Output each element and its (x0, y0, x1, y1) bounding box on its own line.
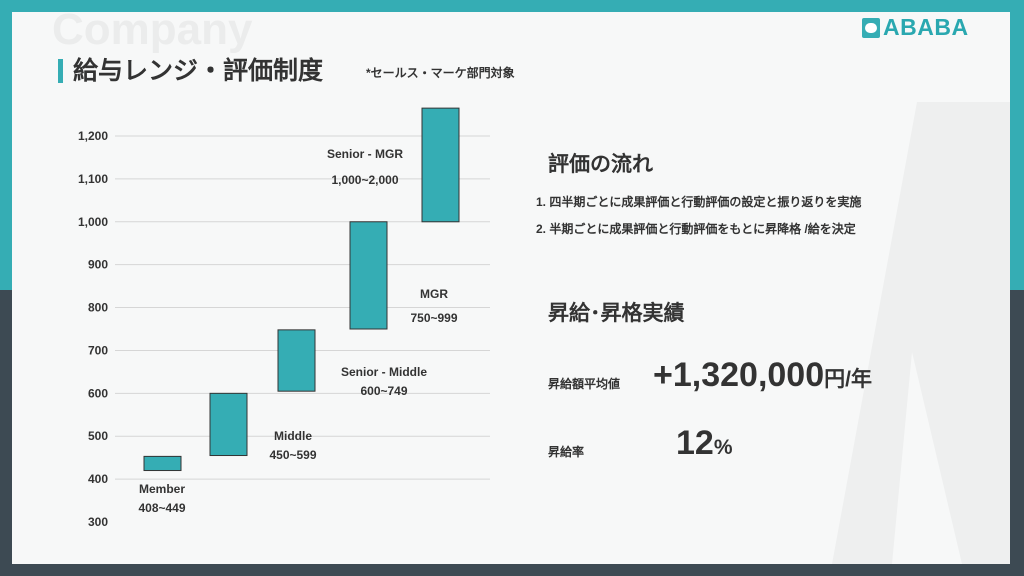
avg-raise-unit: 円/年 (824, 368, 872, 391)
bar-name-label: MGR (420, 287, 448, 301)
y-tick-label: 600 (88, 386, 108, 400)
results-heading: 昇給･昇格実績 (548, 302, 685, 325)
dog-logo-icon (862, 17, 880, 38)
bar-member (143, 455, 182, 472)
logo-text: ABABA (883, 14, 969, 40)
y-tick-label: 1,100 (78, 172, 108, 186)
y-tick-label: 300 (88, 515, 108, 529)
slide: Company (12, 12, 1010, 564)
bar-range-label: 450~599 (269, 448, 316, 462)
y-tick-label: 700 (88, 343, 108, 357)
bar-range-label: 1,000~2,000 (331, 173, 398, 187)
raise-rate-number: 12 (676, 424, 714, 462)
flow-heading: 評価の流れ (548, 153, 653, 176)
bar-range-label: 600~749 (360, 384, 407, 398)
raise-rate-value: 12% (676, 424, 733, 463)
bar-range-label: 408~449 (138, 501, 185, 515)
bar-mgr (349, 221, 388, 330)
raise-rate-unit: % (713, 436, 733, 459)
bar-name-label: Senior - MGR (327, 147, 403, 161)
logo: ABABA (862, 14, 969, 41)
y-tick-label: 800 (88, 301, 108, 315)
flow-item-2: 2. 半期ごとに成果評価と行動評価をもとに昇降格 /給を決定 (536, 222, 856, 236)
bar-name-label: Middle (274, 429, 312, 443)
y-tick-label: 500 (88, 429, 108, 443)
watermark-text: Company (52, 12, 253, 54)
bar-name-label: Member (139, 482, 185, 496)
bar-range-label: 750~999 (410, 311, 457, 325)
flow-item-1: 1. 四半期ごとに成果評価と行動評価の設定と振り返りを実施 (536, 195, 862, 209)
y-tick-label: 400 (88, 472, 108, 486)
bar-senior-middle (277, 329, 316, 392)
scope-note: *セールス・マーケ部門対象 (366, 66, 515, 80)
title-accent (58, 59, 63, 83)
bar-middle (209, 392, 248, 457)
avg-raise-number: +1,320,000 (653, 356, 825, 394)
page-title: 給与レンジ・評価制度 (58, 57, 323, 85)
avg-raise-value: +1,320,000円/年 (653, 356, 872, 395)
bar-name-label: Senior - Middle (341, 365, 427, 379)
raise-rate-label: 昇給率 (548, 445, 585, 459)
title-text: 給与レンジ・評価制度 (73, 57, 324, 85)
y-tick-label: 1,200 (78, 129, 108, 143)
y-tick-label: 1,000 (78, 215, 108, 229)
bar-senior-mgr (421, 107, 460, 223)
avg-raise-label: 昇給額平均値 (548, 377, 621, 391)
y-tick-label: 900 (88, 258, 108, 272)
watermark-a-shape (832, 102, 1010, 564)
